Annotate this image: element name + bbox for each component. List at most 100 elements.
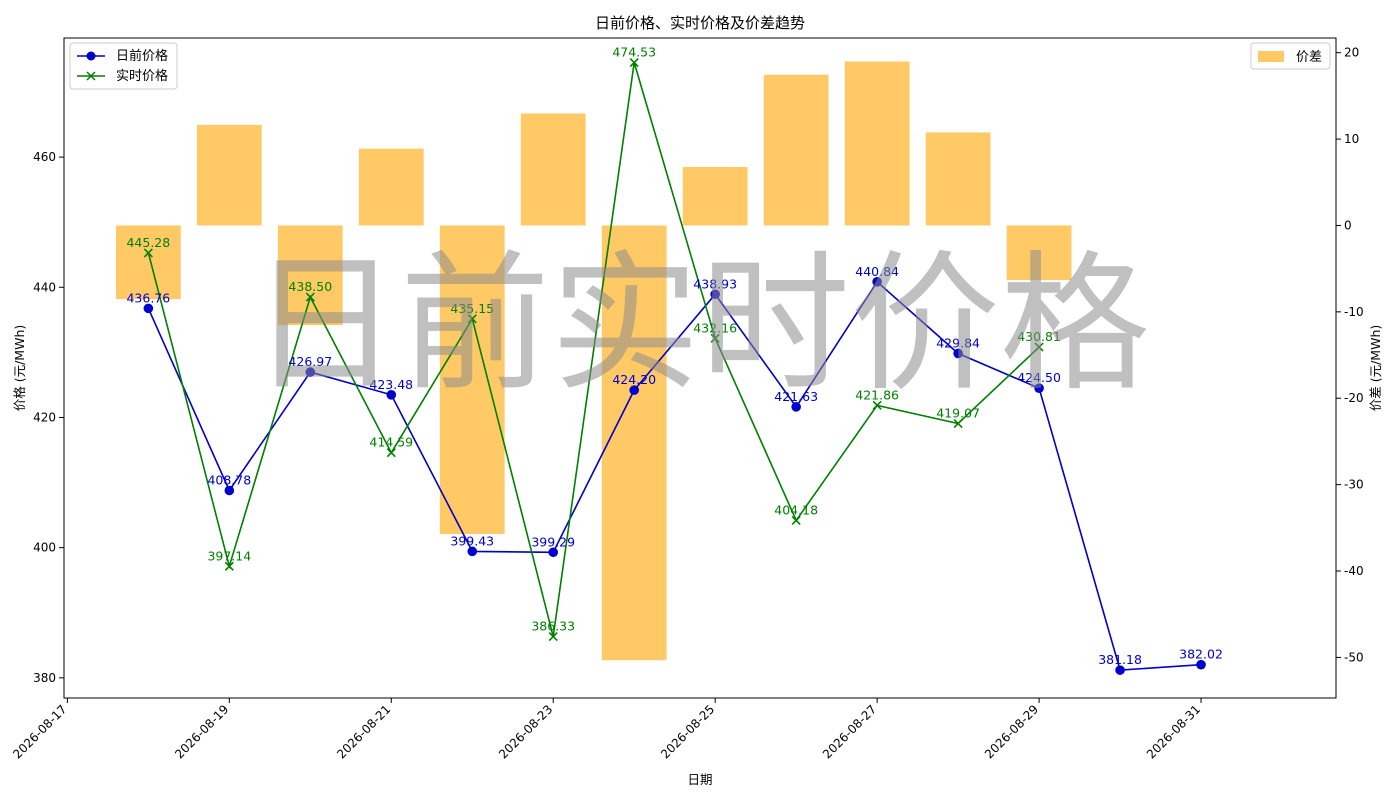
y-axis-left-label: 价格 (元/MWh) <box>12 325 27 412</box>
day-ahead-data-label: 426.97 <box>288 354 332 369</box>
spread-bar <box>1006 225 1072 280</box>
y-right-tick-label: -30 <box>1344 478 1364 492</box>
day-ahead-point <box>872 277 882 287</box>
real-time-data-label: 474.53 <box>612 45 656 60</box>
plot-frame <box>63 37 1337 699</box>
real-time-point <box>386 448 396 458</box>
real-time-price-line <box>147 62 1040 637</box>
spread-bar <box>277 225 343 326</box>
spread-bar <box>439 225 505 535</box>
day-ahead-data-label: 429.84 <box>936 335 980 350</box>
day-ahead-data-label: 408.78 <box>207 472 251 487</box>
y-axis-left: 380 400 420 440 460 <box>33 150 64 685</box>
y-right-tick-label: -50 <box>1344 650 1364 664</box>
real-time-data-label: 435.15 <box>450 301 494 316</box>
day-ahead-data-label: 424.50 <box>1017 370 1061 385</box>
real-time-data-label: 397.14 <box>207 548 251 563</box>
real-time-point <box>872 400 882 410</box>
y-left-tick-label: 380 <box>33 671 56 685</box>
day-ahead-point <box>467 546 478 557</box>
y-right-tick-label: -10 <box>1344 305 1364 319</box>
day-ahead-data-label: 381.18 <box>1098 652 1142 667</box>
spread-bar <box>601 225 667 661</box>
real-time-data-label: 386.33 <box>531 619 575 634</box>
real-time-data-label: 438.50 <box>288 279 332 294</box>
y-left-tick-label: 440 <box>33 280 56 294</box>
y-right-tick-label: 0 <box>1344 218 1352 232</box>
real-time-point <box>467 314 477 324</box>
day-ahead-data-label: 399.29 <box>531 534 575 549</box>
y-axis-right: 20 10 0 -10 -20 -30 -40 -50 <box>1336 46 1364 664</box>
day-ahead-data-label: 438.93 <box>693 276 737 291</box>
y-left-tick-label: 460 <box>33 150 56 164</box>
spread-bar <box>925 132 991 226</box>
lines-layer <box>143 57 1206 675</box>
real-time-point <box>629 57 639 68</box>
legend-right: 价差 <box>1250 42 1331 70</box>
spread-bar <box>196 124 262 226</box>
day-ahead-point <box>629 385 640 395</box>
real-time-point <box>548 632 558 642</box>
y-right-tick-label: -20 <box>1344 391 1364 405</box>
bars-layer <box>115 61 1072 661</box>
y-right-tick-label: 10 <box>1344 132 1359 146</box>
spread-bar <box>763 74 829 226</box>
day-ahead-point <box>1196 659 1206 670</box>
real-time-data-label: 421.86 <box>855 387 899 402</box>
real-time-data-label: 414.59 <box>369 435 413 450</box>
real-time-point <box>791 515 801 526</box>
legend-right-box <box>1250 42 1331 70</box>
day-ahead-data-label: 382.02 <box>1179 647 1223 662</box>
day-ahead-data-label: 421.63 <box>774 389 818 404</box>
x-axis-label: 日期 <box>687 772 712 787</box>
day-ahead-data-label: 436.76 <box>126 290 170 305</box>
real-time-point <box>305 292 315 302</box>
real-time-data-label: 419.07 <box>936 406 980 421</box>
chart-title: 日前价格、实时价格及价差趋势 <box>595 14 805 32</box>
spread-bar <box>115 225 181 300</box>
day-ahead-point <box>791 402 801 412</box>
day-ahead-point <box>710 289 720 300</box>
legend-left: 日前价格 实时价格 <box>69 42 178 90</box>
labels-layer: 436.76 408.78 426.97 423.48 399.43 399.29 424.… <box>126 45 1222 668</box>
legend-label-real-time: 实时价格 <box>116 68 168 84</box>
spread-bar <box>682 166 748 226</box>
day-ahead-point <box>1115 665 1125 675</box>
day-ahead-point <box>1034 383 1044 393</box>
real-time-point <box>953 418 963 429</box>
y-left-tick-label: 420 <box>33 410 56 424</box>
y-right-tick-label: 20 <box>1344 46 1359 60</box>
real-time-data-label: 432.16 <box>693 320 737 335</box>
watermark-text: 日前实时价格 <box>250 238 1150 412</box>
spread-bar <box>520 113 586 226</box>
y-left-tick-label: 400 <box>33 541 56 555</box>
legend-left-box <box>69 42 178 90</box>
day-ahead-point <box>143 303 154 314</box>
spread-bar <box>844 61 910 226</box>
day-ahead-data-label: 423.48 <box>369 377 413 392</box>
spread-bar <box>358 148 424 226</box>
real-time-data-label: 404.18 <box>774 502 818 517</box>
real-time-data-label: 445.28 <box>126 235 170 250</box>
legend-swatch-spread <box>1258 51 1284 62</box>
day-ahead-point <box>386 390 397 400</box>
y-right-tick-label: -40 <box>1344 564 1364 578</box>
real-time-point <box>224 561 234 571</box>
real-time-data-label: 430.81 <box>1017 329 1061 344</box>
y-axis-right-label: 价差 (元/MWh) <box>1368 325 1383 412</box>
day-ahead-point <box>548 547 559 558</box>
day-ahead-data-label: 399.43 <box>450 533 494 548</box>
legend-label-spread: 价差 <box>1296 50 1322 65</box>
legend-marker-day-ahead <box>86 51 96 61</box>
real-time-point <box>143 248 153 258</box>
day-ahead-data-label: 424.20 <box>612 372 656 387</box>
legend-marker-real-time <box>86 71 96 81</box>
day-ahead-point <box>224 485 235 496</box>
real-time-point <box>710 333 720 343</box>
day-ahead-price-line <box>147 280 1202 671</box>
day-ahead-point <box>305 367 316 377</box>
real-time-point <box>1034 342 1044 352</box>
day-ahead-point <box>953 348 963 359</box>
day-ahead-data-label: 440.84 <box>855 264 899 279</box>
